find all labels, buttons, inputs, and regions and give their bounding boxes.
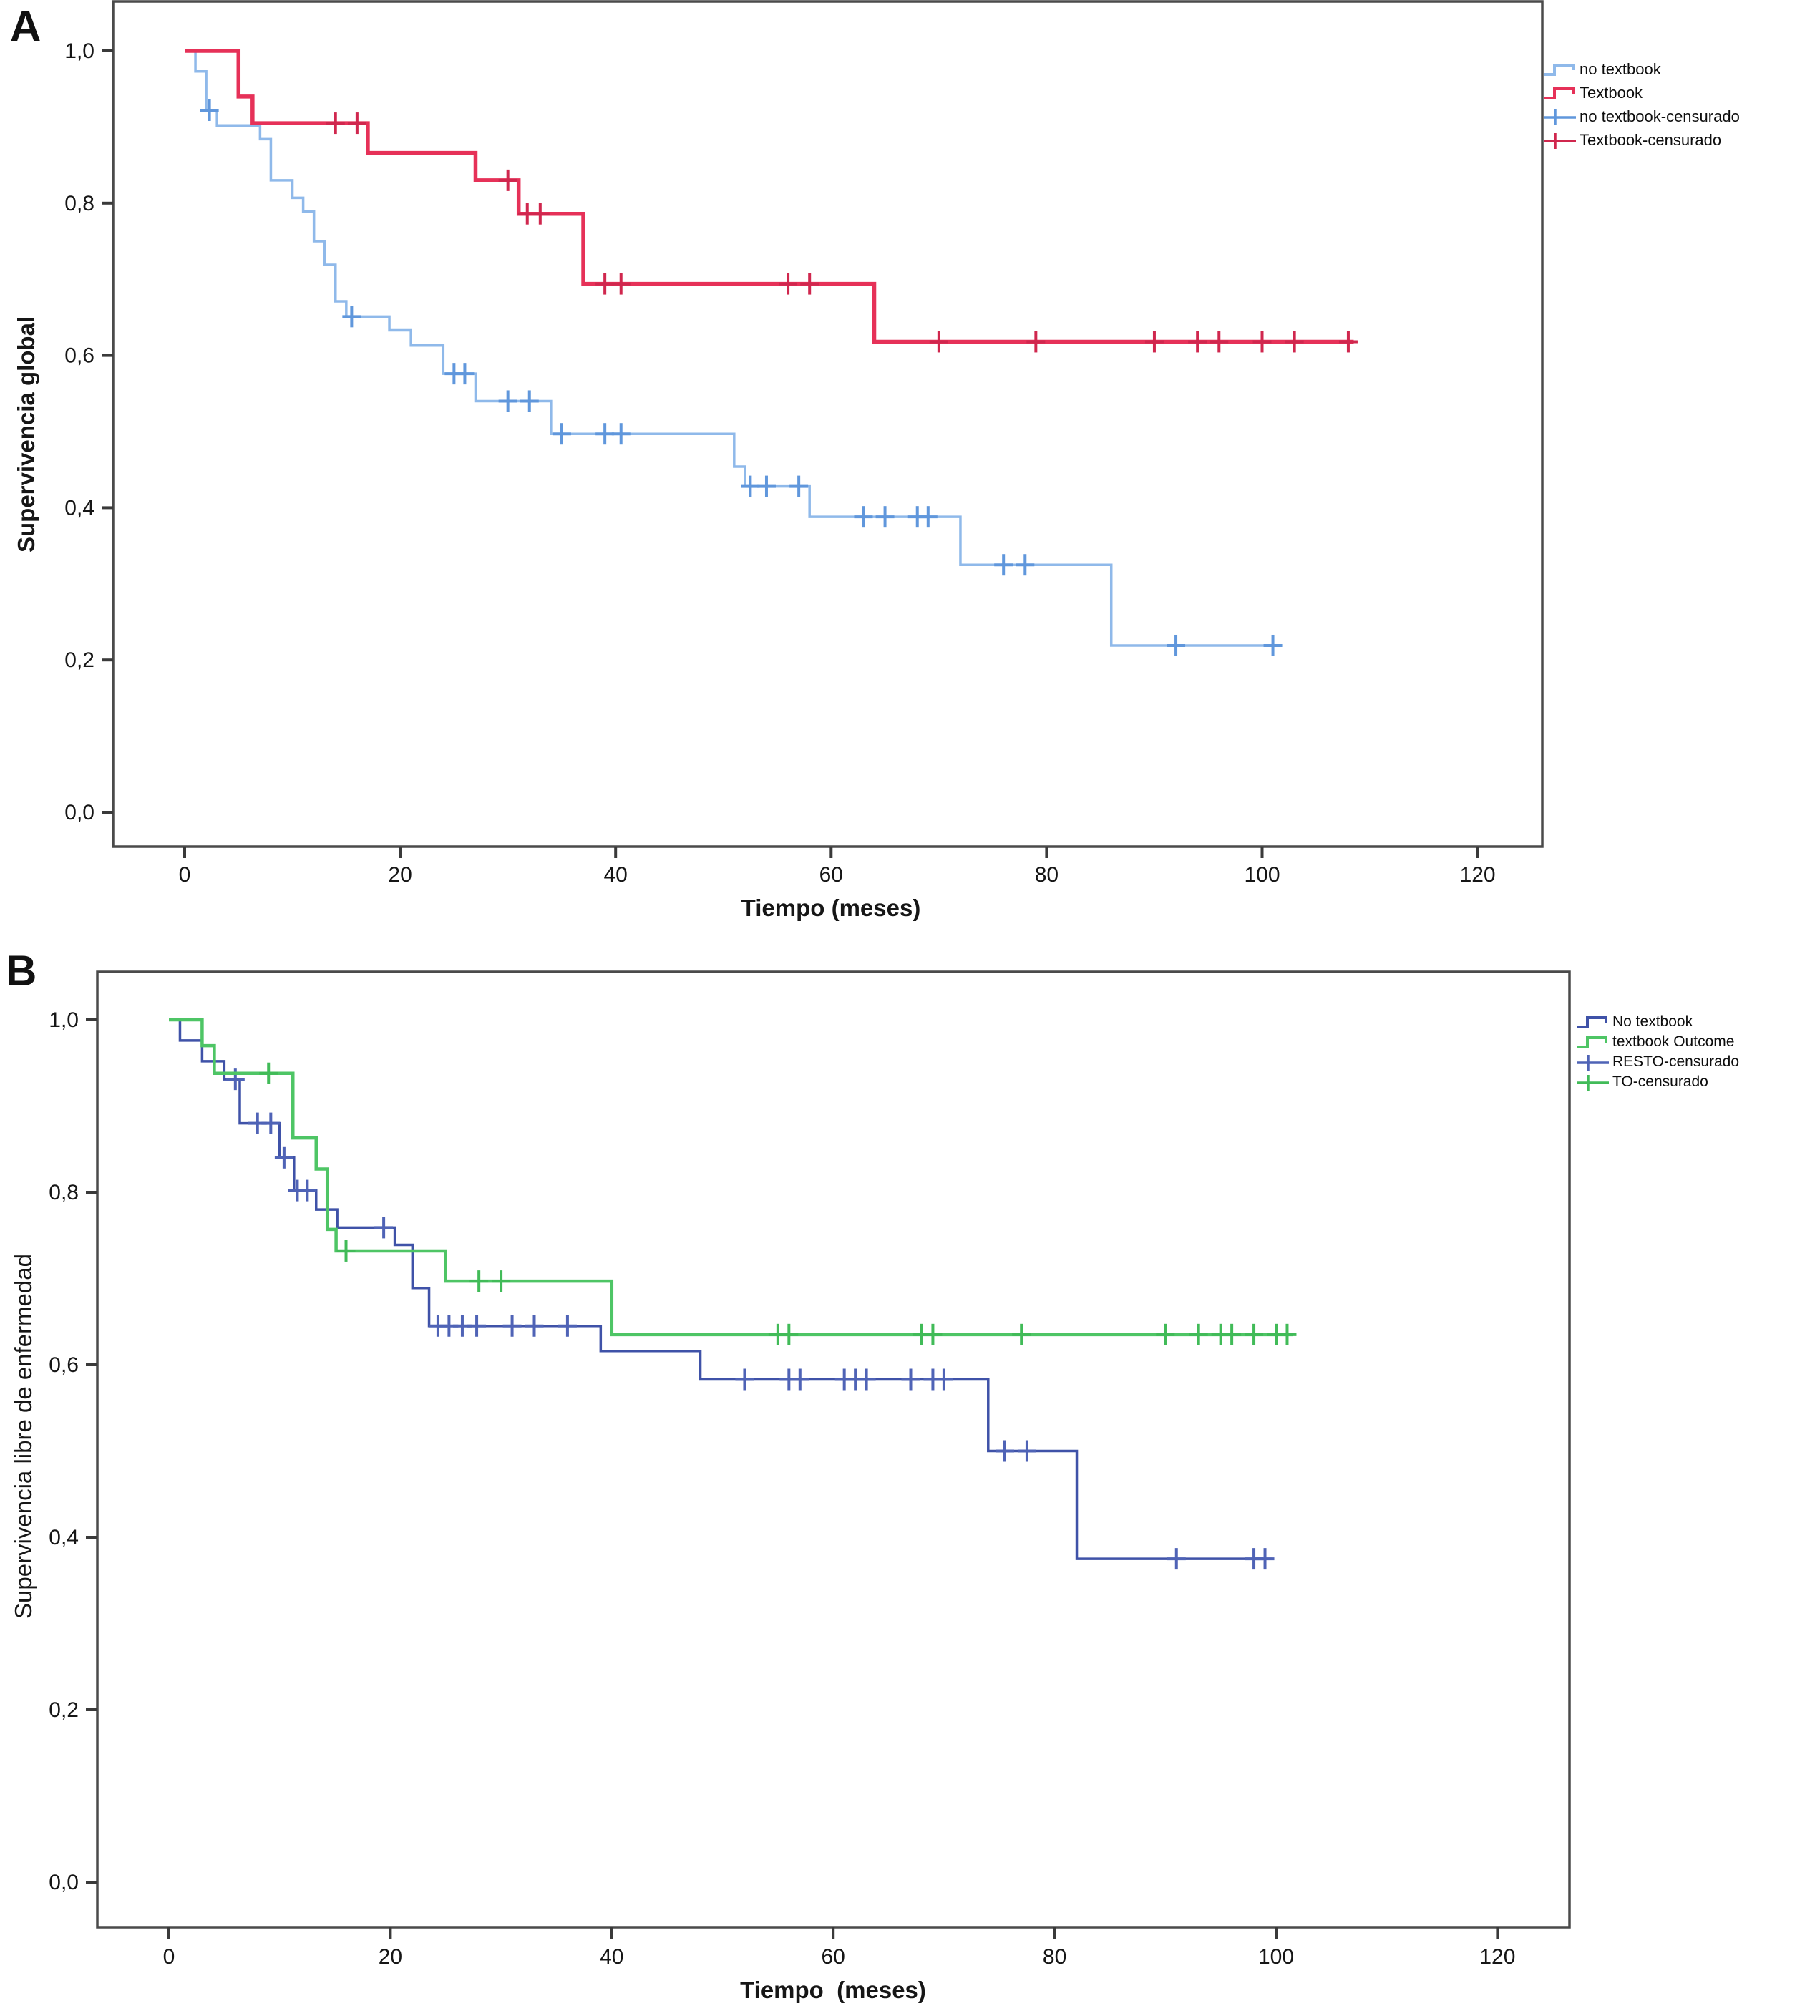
legend-label: no textbook: [1580, 59, 1661, 78]
km-step-curve: [185, 49, 1273, 647]
legend-censor-plus-symbol: [1543, 132, 1577, 149]
legend-step-glyph: [1544, 63, 1575, 76]
legend-step-glyph: [1577, 1016, 1607, 1028]
y-tick-label: 0,4: [64, 496, 94, 520]
y-tick-label: 1,0: [64, 39, 94, 63]
panel-b-legend: No textbook textbook Outcome RESTO-censu…: [1576, 1012, 1739, 1092]
legend-censor-plus-symbol: [1576, 1053, 1610, 1071]
legend-label: Textbook: [1580, 83, 1643, 102]
x-tick-label: 120: [1460, 863, 1496, 887]
legend-step-glyph: [1544, 87, 1575, 99]
legend-symbol-glyph: [1544, 109, 1576, 125]
legend-label: TO-censurado: [1612, 1073, 1708, 1090]
x-tick-label: 0: [179, 863, 191, 887]
legend-label: RESTO-censurado: [1612, 1053, 1740, 1070]
x-tick-label: 20: [379, 1945, 402, 1969]
legend-symbol-glyph: [1577, 1016, 1607, 1028]
y-tick-label: 0,6: [49, 1353, 79, 1377]
y-tick-label: 0,0: [49, 1871, 79, 1894]
legend-item: No textbook: [1576, 1012, 1739, 1032]
y-tick-label: 1,0: [49, 1008, 79, 1032]
y-tick-label: 0,4: [49, 1526, 79, 1549]
x-tick-label: 100: [1258, 1945, 1294, 1969]
km-step-curve: [169, 1018, 1293, 1337]
panel-b-y-axis-title: Supervivencia libre de enfermedad: [10, 1254, 37, 1619]
legend-label: Textbook-censurado: [1580, 130, 1722, 149]
km-plot-disease-free-survival: 1,0 0,8 0,6 0,4 0,2 0,0 0 20 40 60 80 100 120: [49, 970, 1571, 1969]
panel-b-letter: B: [6, 947, 37, 995]
panel-a-letter: A: [10, 2, 42, 50]
legend-label: textbook Outcome: [1612, 1033, 1735, 1050]
legend-step-line-symbol: [1576, 1033, 1610, 1051]
legend-item: no textbook: [1543, 57, 1740, 81]
legend-step-glyph: [1577, 1036, 1607, 1048]
legend-item: textbook Outcome: [1576, 1032, 1739, 1052]
legend-step-line-symbol: [1576, 1013, 1610, 1031]
y-tick-label: 0,0: [64, 801, 94, 824]
x-tick-label: 100: [1244, 863, 1280, 887]
y-tick-label: 0,8: [64, 192, 94, 215]
legend-item: no textbook-censurado: [1543, 104, 1740, 128]
panel-a-legend: no textbook Textbook no textbook-censura…: [1543, 57, 1740, 152]
y-tick-label: 0,8: [49, 1181, 79, 1204]
km-step-curve: [169, 1018, 1273, 1560]
legend-symbol-glyph: [1544, 132, 1576, 149]
legend-item: RESTO-censurado: [1576, 1052, 1739, 1072]
x-tick-label: 20: [388, 863, 412, 887]
y-tick-label: 0,2: [64, 648, 94, 672]
x-tick-label: 60: [822, 1945, 845, 1969]
legend-censor-plus-symbol: [1576, 1073, 1610, 1091]
legend-label: no textbook-censurado: [1580, 107, 1740, 125]
legend-symbol-glyph: [1544, 87, 1575, 99]
panel-a-y-axis-title: Supervivencia global: [13, 316, 39, 552]
km-plot-overall-survival: 1,0 0,8 0,6 0,4 0,2 0,0 0 20 40 60 80 100 120: [64, 0, 1544, 887]
x-tick-label: 80: [1035, 863, 1059, 887]
x-tick-label: 40: [600, 1945, 623, 1969]
plot-frame: [96, 970, 1571, 1929]
legend-symbol-glyph: [1577, 1075, 1609, 1091]
x-tick-label: 80: [1043, 1945, 1066, 1969]
legend-step-line-symbol: [1543, 61, 1577, 78]
legend-label: No textbook: [1612, 1013, 1693, 1030]
x-tick-label: 0: [163, 1945, 175, 1969]
panel-a-x-axis-title: Tiempo (meses): [741, 895, 921, 921]
x-tick-label: 120: [1479, 1945, 1515, 1969]
legend-symbol-glyph: [1544, 63, 1575, 76]
legend-step-line-symbol: [1543, 84, 1577, 102]
legend-item: Textbook: [1543, 81, 1740, 104]
legend-item: TO-censurado: [1576, 1072, 1739, 1092]
y-tick-label: 0,6: [64, 344, 94, 368]
x-tick-label: 40: [604, 863, 628, 887]
x-tick-label: 60: [819, 863, 843, 887]
legend-censor-plus-symbol: [1543, 108, 1577, 125]
legend-symbol-glyph: [1577, 1036, 1607, 1048]
y-tick-label: 0,2: [49, 1698, 79, 1722]
plot-frame: [112, 0, 1544, 848]
panel-b-x-axis-title: Tiempo (meses): [740, 1977, 926, 2003]
km-step-curve: [185, 49, 1354, 344]
legend-item: Textbook-censurado: [1543, 128, 1740, 152]
legend-symbol-glyph: [1577, 1055, 1609, 1071]
